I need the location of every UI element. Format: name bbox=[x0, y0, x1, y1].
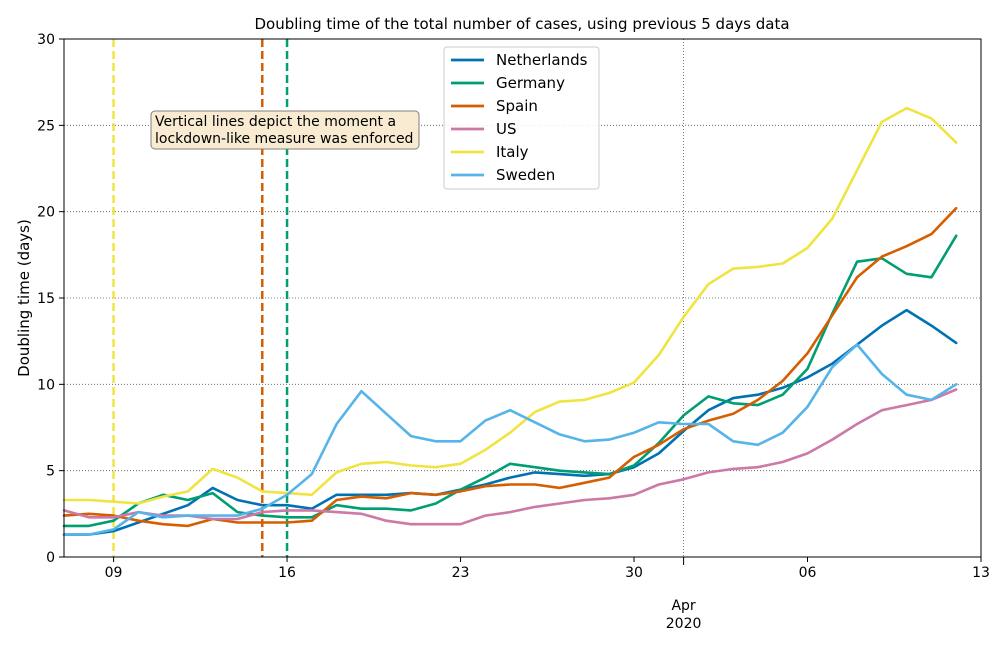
legend-label: Spain bbox=[496, 97, 538, 115]
axis-ticks: 0 5 10 15 20 25 30 09 16 23 30 06 13 bbox=[37, 32, 990, 581]
x-tick-label: 09 bbox=[105, 565, 123, 581]
series-line-netherlands bbox=[62, 308, 958, 536]
x-tick-label: 16 bbox=[278, 565, 296, 581]
legend-label: Italy bbox=[496, 143, 529, 161]
y-tick-label: 15 bbox=[37, 291, 55, 307]
y-axis-label: Doubling time (days) bbox=[15, 219, 33, 377]
series-lines bbox=[62, 106, 958, 536]
y-tick-label: 5 bbox=[46, 464, 55, 480]
series-line-germany bbox=[62, 234, 958, 528]
legend: Netherlands Germany Spain US Italy Sweden bbox=[443, 46, 600, 190]
legend-label: Germany bbox=[496, 74, 565, 92]
chart-title: Doubling time of the total number of cas… bbox=[254, 15, 789, 33]
annotation-line-1: Vertical lines depict the moment a bbox=[155, 114, 396, 130]
series-line-italy bbox=[62, 106, 958, 505]
legend-label: US bbox=[496, 120, 517, 138]
y-tick-label: 25 bbox=[37, 118, 55, 134]
annotation-line-2: lockdown-like measure was enforced bbox=[155, 131, 413, 147]
x-tick-label: 13 bbox=[972, 565, 990, 581]
month-label: Apr bbox=[671, 598, 695, 614]
x-tick-label: 23 bbox=[452, 565, 470, 581]
x-tick-label: 30 bbox=[625, 565, 643, 581]
legend-label: Sweden bbox=[496, 166, 555, 184]
y-tick-label: 20 bbox=[37, 205, 55, 221]
y-tick-label: 30 bbox=[37, 32, 55, 48]
y-tick-label: 0 bbox=[46, 550, 55, 566]
year-label: 2020 bbox=[666, 616, 702, 632]
legend-label: Netherlands bbox=[496, 51, 588, 69]
series-line-sweden bbox=[62, 343, 958, 536]
y-tick-label: 10 bbox=[37, 377, 55, 393]
series-line-us bbox=[62, 388, 958, 526]
annotation-box bbox=[150, 110, 420, 150]
grid bbox=[64, 39, 981, 557]
lockdown-annotation: Vertical lines depict the moment a lockd… bbox=[150, 110, 420, 150]
x-tick-label: 06 bbox=[799, 565, 817, 581]
